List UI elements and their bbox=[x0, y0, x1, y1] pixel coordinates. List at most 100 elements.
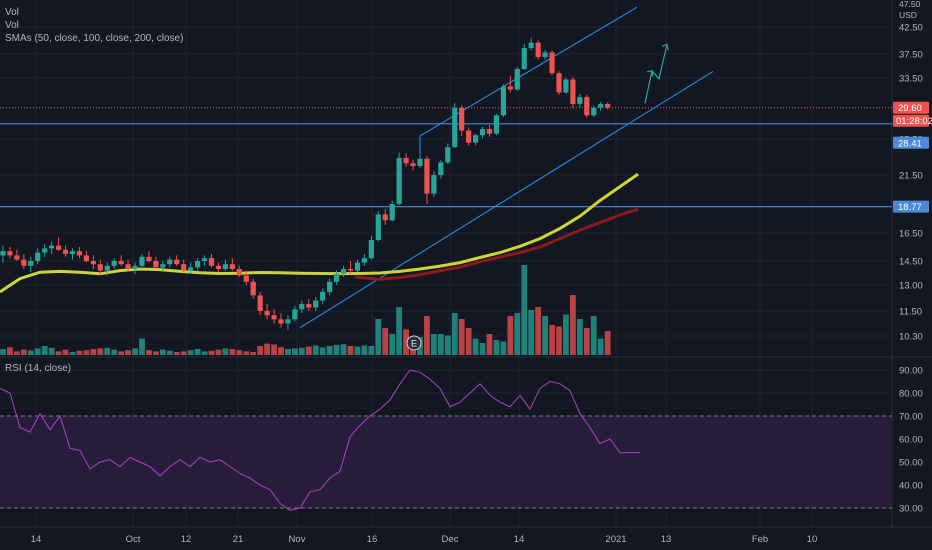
volume-bar bbox=[389, 334, 396, 355]
candle-body bbox=[500, 86, 506, 116]
candle-body bbox=[466, 130, 472, 143]
legend-vol-1[interactable]: Vol bbox=[5, 7, 19, 18]
candle-body bbox=[340, 269, 347, 274]
volume-bar bbox=[20, 349, 27, 355]
volume-bar bbox=[514, 313, 521, 355]
earnings-marker-circle bbox=[406, 335, 422, 351]
candle-body bbox=[83, 255, 89, 261]
time-tick-label: 2021 bbox=[605, 534, 626, 545]
candle-body bbox=[320, 291, 326, 301]
candle-body bbox=[563, 79, 569, 93]
volume-bar bbox=[180, 351, 187, 355]
candle-body bbox=[598, 103, 604, 108]
candle-body bbox=[271, 315, 277, 320]
volume-bar bbox=[305, 346, 312, 355]
rsi-tick-label: 90.00 bbox=[899, 366, 923, 377]
candle-body bbox=[42, 248, 48, 253]
volume-bar bbox=[507, 316, 514, 355]
candle-body bbox=[313, 300, 319, 308]
line-b-tag-bg bbox=[893, 200, 929, 213]
last-price-tag: 29.60 01:28:02 bbox=[893, 101, 932, 127]
time-axis[interactable]: 14 Oct 12 21 Nov 16 Dec 14 2021 13 Feb 10 bbox=[31, 534, 818, 545]
candle-body bbox=[556, 73, 562, 93]
candle-body bbox=[181, 264, 187, 271]
candle-body bbox=[7, 251, 13, 256]
price-tick-label: 37.50 bbox=[899, 50, 923, 61]
volume-bar bbox=[14, 351, 20, 355]
volume-bar bbox=[278, 347, 284, 355]
price-axis-top-label: 47.50 bbox=[899, 0, 921, 9]
rsi-tick-label: 70.00 bbox=[899, 412, 923, 423]
time-tick-label: 12 bbox=[181, 534, 192, 545]
volume-bar bbox=[451, 313, 458, 355]
volume-bar bbox=[354, 346, 361, 355]
volume-bar bbox=[257, 346, 264, 355]
volume-bar bbox=[493, 340, 500, 355]
candle-body bbox=[438, 162, 444, 175]
volume-bar bbox=[549, 325, 555, 355]
volume-bar bbox=[347, 346, 354, 355]
price-axis[interactable]: 47.50 USD 42.5037.5033.5025.5021.5016.50… bbox=[899, 0, 923, 343]
volume-bar bbox=[597, 338, 604, 355]
legend-vol-2[interactable]: Vol bbox=[5, 20, 19, 31]
candle-body bbox=[153, 261, 159, 268]
candle-body bbox=[591, 107, 597, 116]
volume-bar bbox=[326, 346, 333, 355]
candle-body bbox=[201, 258, 208, 261]
volume-bar bbox=[437, 334, 444, 355]
time-tick-label: 21 bbox=[233, 534, 244, 545]
legend-rsi[interactable]: RSI (14, close) bbox=[5, 363, 71, 374]
legend-sma[interactable]: SMAs (50, close, 100, close, 200, close) bbox=[5, 33, 183, 44]
time-tick-label: 14 bbox=[31, 534, 42, 545]
candle-body bbox=[62, 249, 69, 254]
volume-bar bbox=[431, 334, 437, 355]
projection-arrow-mid-head bbox=[646, 70, 654, 77]
volume-bar bbox=[479, 343, 486, 355]
candle-body bbox=[111, 261, 117, 266]
candle-body bbox=[14, 255, 20, 260]
volume-bar bbox=[403, 329, 409, 355]
candle-body bbox=[584, 97, 590, 116]
volume-bar bbox=[97, 348, 104, 355]
rsi-axis[interactable]: 90.00 80.00 70.00 60.00 50.00 40.00 30.00 bbox=[899, 366, 923, 515]
candle-body bbox=[493, 115, 500, 134]
earnings-marker[interactable]: E bbox=[406, 335, 422, 351]
volume-bar bbox=[118, 351, 125, 355]
candle-body bbox=[0, 251, 6, 256]
volume-bar bbox=[271, 344, 277, 355]
candle-body bbox=[327, 281, 333, 292]
volume-bar bbox=[472, 338, 479, 355]
time-tick-label: Oct bbox=[126, 534, 141, 545]
candle-body bbox=[56, 245, 62, 250]
candle-body bbox=[132, 265, 138, 269]
volume-bar bbox=[535, 307, 542, 355]
rsi-tick-label: 30.00 bbox=[899, 504, 923, 515]
candle-body bbox=[535, 42, 541, 57]
volume-bar bbox=[500, 341, 507, 355]
candle-body bbox=[410, 163, 416, 166]
candle-body bbox=[486, 129, 493, 134]
candle-body bbox=[570, 79, 576, 104]
volume-bar bbox=[312, 345, 319, 355]
candle-body bbox=[473, 135, 479, 143]
projection-arrow[interactable] bbox=[644, 43, 669, 104]
time-tick-label: 13 bbox=[661, 534, 672, 545]
volume-bar bbox=[104, 347, 111, 355]
channel-lower-line[interactable] bbox=[299, 70, 714, 329]
candle-layer bbox=[0, 37, 611, 330]
volume-bar bbox=[604, 331, 611, 355]
price-tick-label: 10.30 bbox=[899, 332, 923, 343]
rsi-band bbox=[0, 416, 892, 508]
candle-body bbox=[334, 273, 340, 282]
candle-body bbox=[139, 256, 145, 266]
volume-bar bbox=[486, 334, 493, 355]
candle-body bbox=[424, 158, 430, 194]
volume-bar bbox=[208, 350, 215, 355]
last-price-tag-bg bbox=[893, 101, 929, 114]
candle-body bbox=[292, 309, 298, 320]
volume-bar bbox=[229, 349, 236, 355]
line-a-tag-label: 28.41 bbox=[898, 138, 922, 149]
time-tick-label: 16 bbox=[367, 534, 378, 545]
volume-bar bbox=[583, 328, 590, 355]
